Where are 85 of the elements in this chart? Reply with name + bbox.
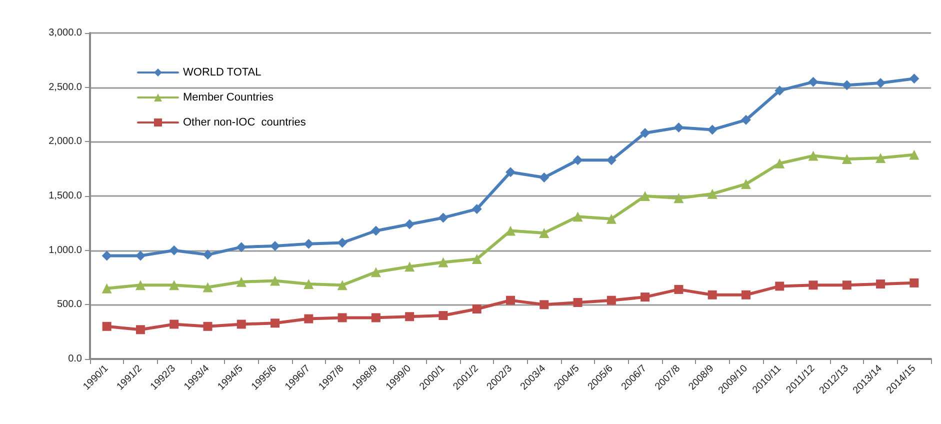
point (708, 290, 717, 300)
point (371, 313, 380, 322)
point (304, 238, 314, 249)
point (472, 204, 482, 214)
point (169, 280, 180, 290)
point (270, 276, 280, 286)
point (808, 280, 818, 290)
point (808, 76, 818, 87)
point (674, 122, 684, 133)
point (876, 280, 886, 289)
point (741, 290, 750, 300)
point (404, 219, 415, 230)
point (540, 300, 549, 310)
y-tick-label: 1,500.0 (48, 190, 82, 202)
point (338, 313, 347, 322)
y-tick-label: 1,000.0 (48, 244, 82, 256)
point (472, 304, 482, 314)
point (774, 158, 785, 168)
point (774, 86, 785, 96)
point (775, 282, 784, 291)
legend-label: WORLD TOTAL (183, 66, 262, 78)
point (472, 254, 482, 264)
point (842, 280, 852, 290)
point (910, 278, 919, 288)
point (438, 257, 448, 268)
point (606, 296, 616, 305)
point (606, 155, 616, 166)
point (539, 228, 550, 238)
point (135, 250, 146, 261)
point (102, 283, 112, 294)
point (506, 226, 516, 236)
point (102, 250, 112, 261)
point (640, 128, 650, 138)
point (707, 124, 718, 135)
point (640, 191, 650, 201)
point (135, 280, 146, 290)
point (909, 74, 920, 84)
point (674, 193, 684, 204)
point (808, 150, 818, 161)
point (674, 284, 684, 294)
y-tick-label: 3,000.0 (48, 28, 82, 38)
point (506, 296, 515, 305)
point (169, 245, 180, 256)
point (236, 276, 246, 287)
point (842, 80, 852, 90)
point (842, 154, 852, 164)
point (572, 155, 583, 166)
point (404, 262, 415, 272)
point (876, 152, 886, 163)
point (270, 240, 280, 251)
point (539, 172, 550, 183)
point (707, 188, 718, 199)
point (438, 311, 448, 320)
point (337, 280, 348, 290)
legend-label: Other non-IOC countries (183, 116, 306, 128)
point (740, 179, 751, 190)
point (202, 250, 213, 260)
point (909, 150, 920, 160)
y-tick-label: 500.0 (56, 299, 82, 310)
point (202, 282, 213, 292)
legend-label: Member Countries (183, 92, 274, 104)
point (506, 167, 516, 178)
point (304, 279, 314, 290)
y-tick-label: 0.0 (68, 354, 82, 364)
point (370, 267, 381, 278)
point (640, 292, 650, 302)
point (606, 214, 616, 224)
point (337, 238, 348, 248)
point (573, 298, 582, 307)
point (236, 242, 246, 252)
point (370, 226, 381, 236)
point (136, 325, 145, 334)
point (740, 114, 751, 125)
point (236, 320, 246, 329)
point (876, 78, 886, 88)
point (405, 312, 414, 322)
point (438, 212, 448, 223)
y-tick-label: 2,500.0 (48, 82, 82, 93)
y-tick-label: 2,000.0 (48, 136, 82, 148)
point (572, 212, 583, 222)
point (203, 322, 212, 331)
point (270, 318, 280, 328)
point (170, 320, 179, 329)
point (304, 314, 314, 324)
point (102, 322, 112, 331)
